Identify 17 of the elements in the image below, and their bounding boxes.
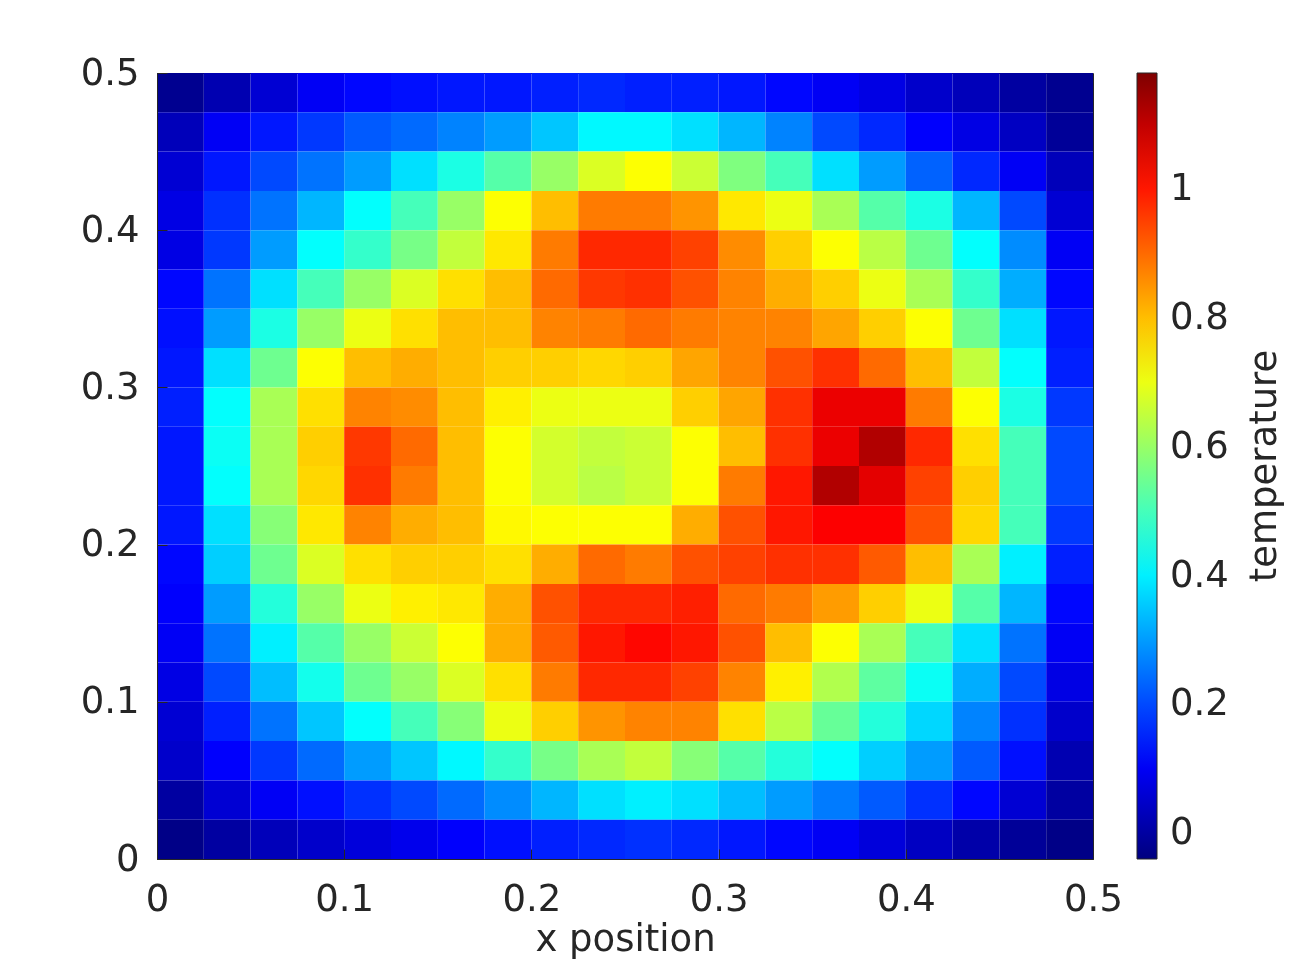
y-tick-label: 0.4 <box>80 207 140 251</box>
color-bar-title: temperature <box>1242 349 1285 583</box>
x-tick-label: 0.5 <box>1064 876 1123 920</box>
color-bar-label: 0.6 <box>1170 423 1229 467</box>
y-tick-label: 0 <box>115 836 140 880</box>
y-tick-label: 0.2 <box>80 522 140 566</box>
y-tick-label: 0.3 <box>80 364 140 408</box>
color-bar-label: 0.8 <box>1170 294 1229 338</box>
y-tick-label: 0.5 <box>80 50 140 94</box>
color-bar-label: 0.2 <box>1170 681 1229 725</box>
color-bar-label: 0 <box>1170 810 1194 854</box>
color-bar-label: 1 <box>1170 165 1194 209</box>
y-tick-label: 0.1 <box>80 679 140 723</box>
x-tick-label: 0.4 <box>876 876 936 920</box>
x-tick-label: 0 <box>145 876 170 920</box>
color-bar-label: 0.4 <box>1170 552 1229 596</box>
x-tick-label: 0.1 <box>315 876 375 920</box>
